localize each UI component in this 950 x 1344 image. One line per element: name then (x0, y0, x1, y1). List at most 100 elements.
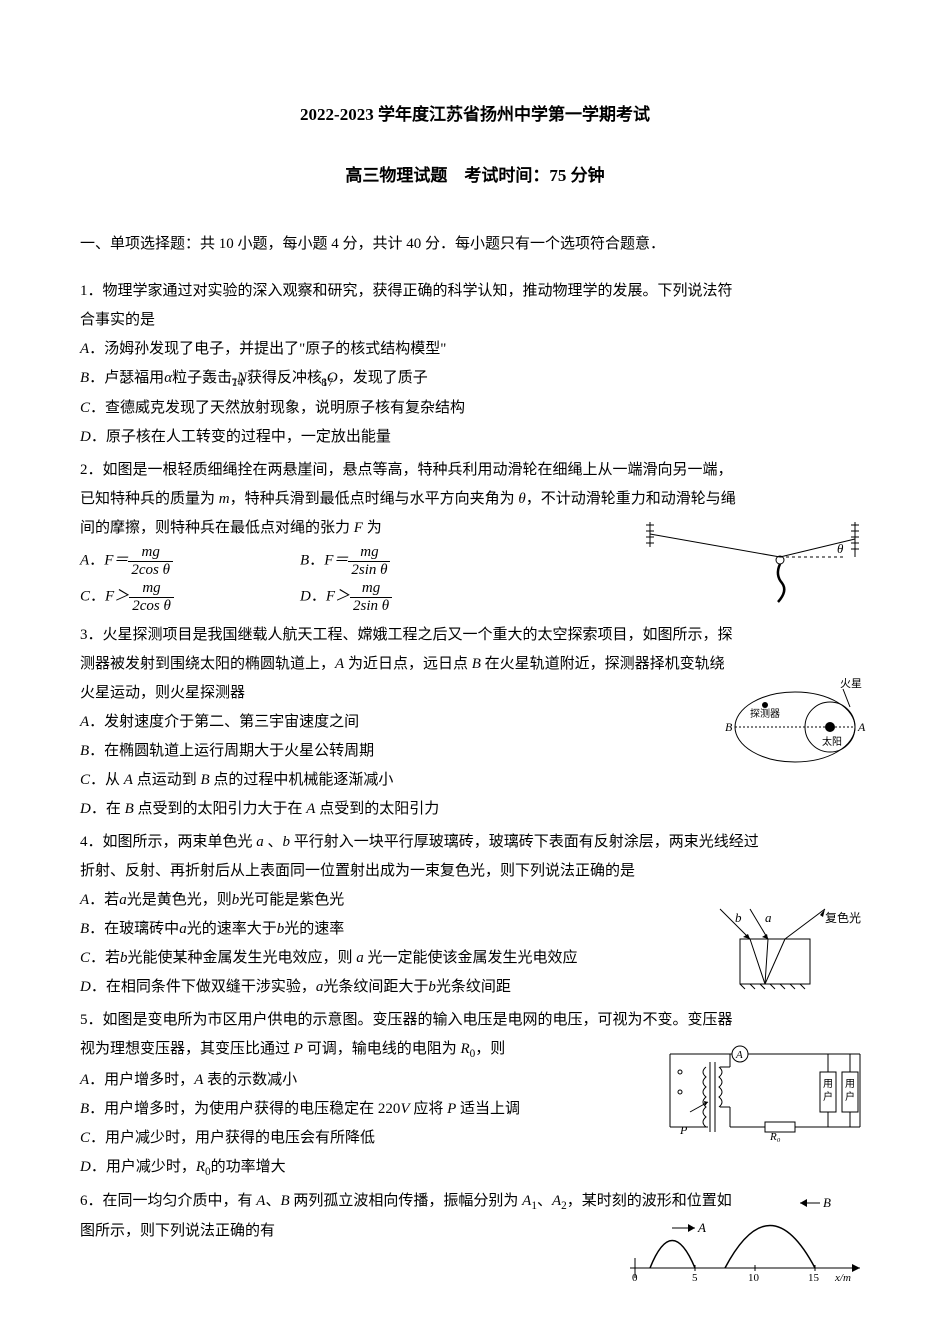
q4-a-a: a (119, 892, 127, 908)
q3-c-post: 点的过程中机械能逐渐减小 (210, 772, 394, 788)
q4-d-mid: 光条纹间距大于 (323, 979, 428, 995)
q6-tick-15: 15 (808, 1272, 820, 1283)
q4-b-a: a (179, 921, 187, 937)
q5-d-post: 的功率增大 (211, 1159, 286, 1175)
marker-a3: A (80, 714, 89, 730)
question-3: 3．火星探测项目是我国继载人航天工程、嫦娥工程之后又一个重大的太空探索项目，如图… (80, 622, 870, 823)
q2-figure: θ (640, 517, 870, 612)
q4-fig-a: a (765, 910, 772, 925)
q5-b-mid: 应将 (410, 1101, 448, 1117)
q1-b-mid: 粒子轰击 (172, 370, 232, 386)
q3-d-pre: ．在 (91, 801, 125, 817)
marker-a5: A (80, 1072, 89, 1088)
q2-a-feq: F＝ (104, 553, 128, 569)
q6-figure: A B 0 5 10 15 x/m (620, 1188, 870, 1283)
q6-tick-0: 0 (632, 1272, 638, 1283)
q6-s1-pre: 6．在同一均匀介质中，有 (80, 1193, 256, 1209)
q2-d-fgt: F＞ (326, 589, 350, 605)
q1-d-text: ．原子核在人工转变的过程中，一定放出能量 (91, 429, 391, 445)
q2-f: F (354, 520, 363, 536)
q4-d-post: 光条纹间距 (436, 979, 511, 995)
q2-a-den: 2cos θ (128, 562, 173, 579)
q6-svg: A B 0 5 10 15 x/m (620, 1188, 870, 1283)
marker-c2: C (80, 589, 90, 605)
q3-fig-mars: 火星 (840, 677, 862, 690)
q5-d-pre: ．用户减少时， (91, 1159, 196, 1175)
q2-svg: θ (640, 517, 870, 612)
q1-opt-c: C．查德威克发现了天然放射现象，说明原子核有复杂结构 (80, 395, 870, 422)
alpha: α (164, 370, 172, 386)
q5-fig-user2b: 户 (845, 1090, 855, 1103)
q3-fig-sun: 太阳 (822, 735, 842, 748)
marker-b5: B (80, 1101, 89, 1117)
q4-s1-b: b (283, 834, 291, 850)
q3-fig-a: A (857, 720, 866, 734)
q1-opt-d: D．原子核在人工转变的过程中，一定放出能量 (80, 424, 870, 451)
q5-s2-post: ，则 (475, 1041, 505, 1057)
q6-s1-b: B (280, 1193, 289, 1209)
marker-a4: A (80, 892, 89, 908)
q4-stem-1: 4．如图所示，两束单色光 a 、b 平行射入一块平行厚玻璃砖，玻璃砖下表面有反射… (80, 829, 870, 856)
q4-c-b: b (120, 950, 128, 966)
q3-d-b: B (125, 801, 134, 817)
q2-c-fgt: F＞ (105, 589, 129, 605)
q5-stem-1: 5．如图是变电所为市区用户供电的示意图。变压器的输入电压是电网的电压，可视为不变… (80, 1007, 870, 1034)
q4-fig-combined: 复色光 (825, 911, 861, 925)
q6-s1-a1: A (522, 1193, 531, 1209)
q5-s2-mid: 可调，输电线的电阻为 (303, 1041, 461, 1057)
q4-c-post: 光一定能使该金属发生光电效应 (364, 950, 578, 966)
marker-c4: C (80, 950, 90, 966)
q4-svg: b a 复色光 (710, 904, 870, 994)
q3-s2-b: B (472, 656, 481, 672)
marker-d3: D (80, 801, 91, 817)
q2-c-lab: ． (90, 589, 105, 605)
q5-s2-pre: 视为理想变压器，其变压比通过 (80, 1041, 294, 1057)
marker-d: D (80, 429, 91, 445)
q3-fig-probe: 探测器 (750, 707, 780, 720)
marker-d4: D (80, 979, 91, 995)
q2-b-den: 2sin θ (348, 562, 390, 579)
q5-opt-d: D．用户减少时，R0的功率增大 (80, 1154, 870, 1182)
q6-fig-a: A (697, 1220, 706, 1235)
q3-stem-1: 3．火星探测项目是我国继载人航天工程、嫦娥工程之后又一个重大的太空探索项目，如图… (80, 622, 870, 649)
q1-c-text: ．查德威克发现了天然放射现象，说明原子核有复杂结构 (90, 400, 465, 416)
q4-a-post: 光可能是紫色光 (239, 892, 344, 908)
q2-fig-theta: θ (837, 541, 844, 556)
q6-xlabel: x/m (834, 1272, 851, 1283)
q5-fig-a: A (735, 1049, 743, 1061)
q6-s1-a2: A (552, 1193, 561, 1209)
q3-figure: 火星 探测器 太阳 A B (720, 677, 870, 777)
q5-fig-user2a: 用 (845, 1079, 855, 1090)
marker-b2: B (300, 553, 309, 569)
q2-s3-post: 为 (363, 520, 382, 536)
q2-b-num: mg (348, 544, 390, 562)
q3-s2-pre: 测器被发射到围绕太阳的椭圆轨道上， (80, 656, 335, 672)
q2-opt-d: D．F＞mg2sin θ (300, 580, 460, 614)
q4-stem-2: 折射、反射、再折射后从上表面同一位置射出成为一束复色光，则下列说法正确的是 (80, 858, 870, 885)
q1-opt-b: B．卢瑟福用α粒子轰击147N获得反冲核178O，发现了质子 (80, 365, 870, 393)
q2-a-lab: ． (89, 553, 104, 569)
q2-s2-post: ，不计动滑轮重力和动滑轮与绳 (526, 491, 736, 507)
q2-c-frac: mg2cos θ (129, 580, 174, 614)
marker-b: B (80, 370, 89, 386)
marker-c5: C (80, 1130, 90, 1146)
q3-s2-mid: 为近日点，远日点 (344, 656, 472, 672)
q2-s3-pre: 间的摩擦，则特种兵在最低点对绳的张力 (80, 520, 354, 536)
q2-a-num: mg (128, 544, 173, 562)
q4-fig-b: b (735, 910, 742, 925)
q2-stem-1: 2．如图是一根轻质细绳拴在两悬崖间，悬点等高，特种兵利用动滑轮在细绳上从一端滑向… (80, 457, 870, 484)
q3-c-mid: 点运动到 (133, 772, 201, 788)
q6-fig-b: B (823, 1195, 831, 1210)
q4-c-pre: ．若 (90, 950, 120, 966)
q1-a-text: ．汤姆孙发现了电子，并提出了"原子的核式结构模型" (89, 341, 446, 357)
q3-c-pre: ．从 (90, 772, 124, 788)
q5-fig-p: P (679, 1123, 688, 1137)
q2-s2-mid: ，特种兵滑到最低点时绳与水平方向夹角为 (230, 491, 519, 507)
n-sym: N (237, 370, 247, 386)
q2-theta: θ (518, 491, 525, 507)
exam-title-1: 2022-2023 学年度江苏省扬州中学第一学期考试 (80, 100, 870, 131)
marker-b3: B (80, 743, 89, 759)
section-heading: 一、单项选择题：共 10 小题，每小题 4 分，共计 40 分．每小题只有一个选… (80, 231, 870, 258)
q2-d-den: 2sin θ (350, 598, 392, 615)
q4-a-mid: 光是黄色光，则 (127, 892, 232, 908)
